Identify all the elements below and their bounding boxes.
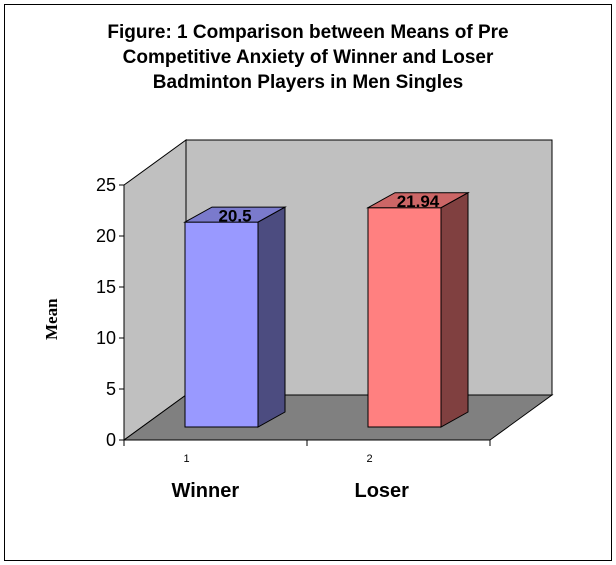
bar-loser-top	[366, 192, 470, 209]
x-tick-label: 1	[183, 453, 189, 465]
x-tick-label: 2	[366, 453, 372, 465]
chart-title-line-2: Competitive Anxiety of Winner and Loser	[122, 47, 494, 68]
side-wall	[123, 139, 187, 441]
chart-title-line-3: Badminton Players in Men Singles	[152, 72, 464, 93]
y-tick-label: 20	[96, 226, 116, 246]
y-tick-label: 0	[106, 430, 116, 450]
y-axis-label: Mean	[42, 298, 61, 340]
category-label-loser: Loser	[354, 480, 409, 502]
y-tick-label: 25	[96, 175, 116, 195]
chart-title-line-1: Figure: 1 Comparison between Means of Pr…	[107, 22, 509, 43]
chart-title: Figure: 1 Comparison between Means of Pr…	[0, 20, 616, 95]
value-label-winner: 20.5	[218, 207, 251, 226]
category-label-winner: Winner	[171, 480, 240, 502]
y-tick-label: 10	[96, 328, 116, 348]
y-tick-label: 15	[96, 277, 116, 297]
value-label-loser: 21.94	[397, 192, 440, 211]
bar-winner-side	[257, 206, 286, 428]
bar-winner	[184, 221, 259, 428]
bar-winner-top	[183, 206, 287, 223]
y-tick-label: 5	[106, 379, 116, 399]
bar-loser	[367, 207, 442, 428]
bar-loser-side	[440, 191, 469, 428]
